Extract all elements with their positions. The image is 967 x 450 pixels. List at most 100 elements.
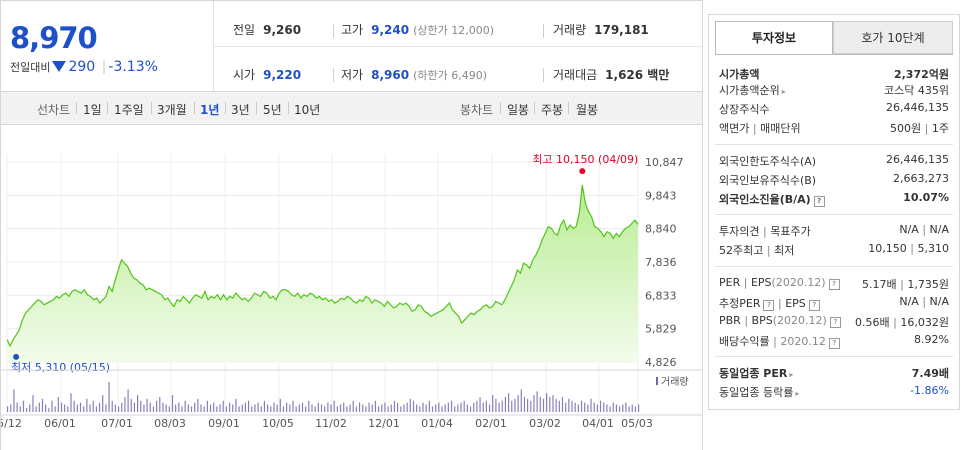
volume-bar bbox=[622, 404, 624, 412]
period-10y[interactable]: 10년 bbox=[294, 103, 321, 117]
volume-bar bbox=[76, 404, 78, 412]
volume-bar bbox=[301, 402, 304, 412]
help-icon[interactable]: ? bbox=[763, 300, 775, 311]
help-icon[interactable]: ? bbox=[813, 196, 825, 207]
volume-bar bbox=[336, 406, 338, 412]
volume-bar bbox=[57, 397, 59, 412]
volume-bar bbox=[251, 406, 253, 412]
volume-bar bbox=[203, 406, 205, 412]
volume-bar bbox=[514, 398, 516, 412]
invest-info-panel: 투자정보 호가 10단계 시가총액 2,372억원 시가총액순위 ▸ 코스닥 435위… bbox=[708, 14, 960, 410]
volume-bar bbox=[92, 400, 94, 412]
period-5y[interactable]: 5년 bbox=[263, 103, 282, 117]
period-3y[interactable]: 3년 bbox=[231, 103, 250, 117]
y-tick-label: 9,843 bbox=[645, 189, 677, 202]
row-market-rank[interactable]: 시가총액순위 ▸ 코스닥 435위 bbox=[719, 84, 949, 97]
x-tick-label: 06/01 bbox=[44, 417, 76, 430]
candle-monthly[interactable]: 월봉 bbox=[576, 103, 599, 117]
volume-bar bbox=[584, 402, 586, 412]
volume-bar bbox=[187, 404, 189, 412]
candle-daily[interactable]: 일봉 bbox=[507, 103, 530, 117]
volume-bar bbox=[631, 404, 633, 412]
volume-bar bbox=[26, 408, 28, 412]
y-tick-label: 8,840 bbox=[645, 223, 677, 236]
volume-bar bbox=[495, 398, 497, 412]
row-opinion: 투자의견 | 목표주가 N/A | N/A bbox=[719, 223, 949, 238]
volume-bar bbox=[365, 406, 367, 412]
volume-bar bbox=[444, 404, 446, 412]
volume-bar bbox=[425, 404, 427, 412]
tab-hoga-10[interactable]: 호가 10단계 bbox=[833, 21, 953, 54]
tab-invest-info[interactable]: 투자정보 bbox=[715, 21, 833, 54]
change-percent: -3.13% bbox=[108, 59, 158, 75]
volume-bar bbox=[590, 398, 592, 412]
panel-tabs: 투자정보 호가 10단계 bbox=[709, 15, 959, 55]
volume-bar bbox=[73, 400, 75, 412]
volume-bar bbox=[29, 404, 31, 412]
row-industry-per[interactable]: 동일업종 PER ▸ 7.49배 bbox=[719, 367, 949, 380]
volume-bar bbox=[371, 404, 373, 412]
row-industry-rate[interactable]: 동일업종 등락률 ▸ -1.86% bbox=[719, 384, 949, 399]
volume-bar bbox=[206, 400, 208, 412]
volume-bar bbox=[276, 404, 278, 412]
volume-bar bbox=[482, 402, 484, 412]
volume-bar bbox=[428, 400, 430, 412]
x-tick-label: 12/01 bbox=[368, 417, 400, 430]
volume-bar bbox=[599, 400, 602, 412]
line-chart-label: 선차트 bbox=[37, 103, 71, 117]
volume-bar bbox=[441, 406, 443, 412]
period-1d[interactable]: 1일 bbox=[83, 103, 102, 117]
volume-bar bbox=[412, 400, 415, 412]
row-pbr-bps: PBR | BPS(2020.12)? 0.56배 | 16,032원 bbox=[719, 314, 949, 329]
volume-bar bbox=[523, 397, 526, 412]
chevron-right-icon: ▸ bbox=[781, 87, 786, 96]
volume-bar bbox=[159, 397, 161, 412]
volume-bar bbox=[422, 402, 424, 412]
help-icon[interactable]: ? bbox=[828, 338, 840, 349]
low-marker bbox=[13, 353, 20, 360]
volume-bar bbox=[216, 406, 218, 412]
volume-bar bbox=[10, 404, 12, 412]
volume-bar bbox=[530, 400, 532, 412]
volume-bar bbox=[634, 406, 637, 412]
row-foreign-hold: 외국인보유주식수(B) 2,663,273 bbox=[719, 172, 949, 187]
volume-bar bbox=[343, 402, 345, 412]
volume-bar bbox=[130, 398, 132, 412]
volume-bar bbox=[241, 404, 243, 412]
volume-bar bbox=[89, 404, 91, 412]
volume-bar bbox=[536, 391, 538, 412]
volume-bar bbox=[609, 406, 611, 412]
volume-bar bbox=[552, 395, 554, 412]
volume-bar bbox=[377, 406, 380, 412]
volume-bar bbox=[546, 393, 548, 412]
help-icon[interactable]: ? bbox=[829, 317, 841, 328]
volume-bar bbox=[485, 400, 487, 412]
help-icon[interactable]: ? bbox=[828, 279, 840, 290]
period-1w[interactable]: 1주일 bbox=[114, 103, 144, 117]
volume-bar bbox=[314, 406, 316, 412]
help-icon[interactable]: ? bbox=[808, 300, 820, 311]
volume-bar bbox=[479, 397, 481, 412]
stat-high: 고가 9,240 (상한가 12,000) bbox=[341, 23, 494, 37]
x-tick-label: 05/03 bbox=[621, 417, 653, 430]
volume-bar bbox=[435, 404, 437, 412]
volume-bar bbox=[565, 402, 567, 412]
volume-bar bbox=[447, 402, 449, 412]
volume-bar bbox=[41, 398, 44, 412]
volume-bar bbox=[374, 400, 377, 412]
volume-bar bbox=[587, 404, 589, 412]
period-3m[interactable]: 3개월 bbox=[157, 103, 187, 117]
volume-bar bbox=[16, 402, 18, 412]
volume-bar bbox=[520, 389, 522, 412]
volume-bar bbox=[19, 406, 21, 412]
period-1y[interactable]: 1년 bbox=[200, 103, 220, 117]
volume-bar bbox=[286, 402, 288, 412]
volume-bar bbox=[168, 406, 170, 412]
volume-bar bbox=[488, 404, 491, 412]
candle-weekly[interactable]: 주봉 bbox=[541, 103, 564, 117]
volume-bar bbox=[140, 400, 142, 412]
stat-open: 시가 9,220 bbox=[233, 68, 302, 82]
volume-bar bbox=[403, 404, 405, 412]
volume-bar bbox=[320, 404, 323, 412]
x-tick-label: 01/04 bbox=[421, 417, 453, 430]
